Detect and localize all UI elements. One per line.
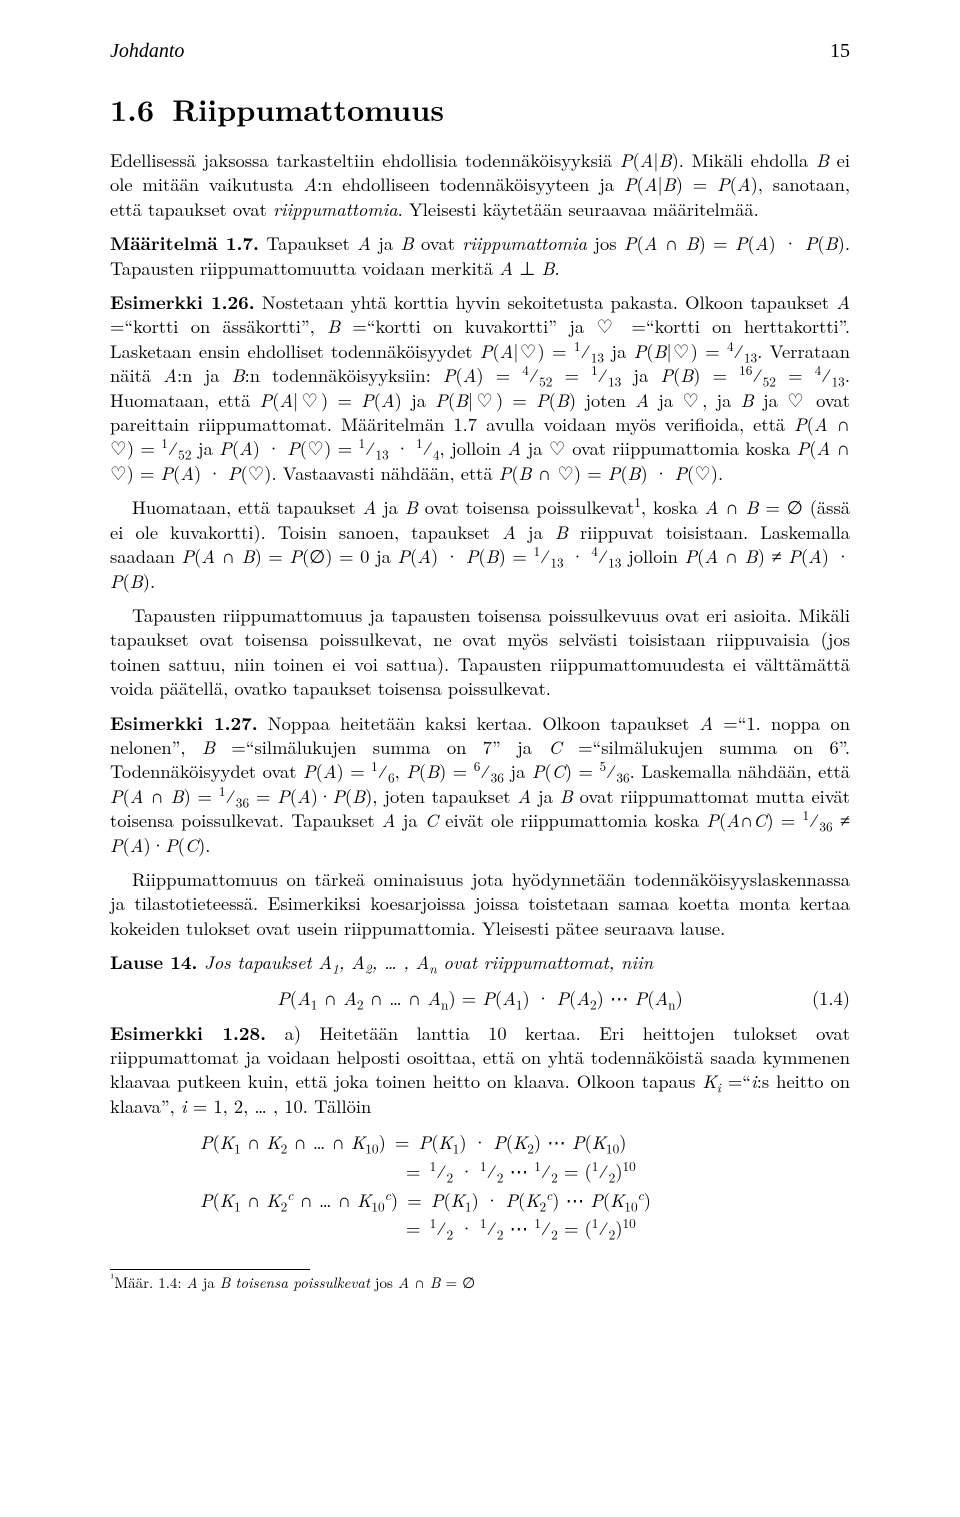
- equation-number: (1.4): [812, 985, 850, 1011]
- footnote-rule: [110, 1269, 310, 1270]
- equation-formula: P(A1 ∩ A2 ∩ … ∩ An) = P(A1) · P(A2) ⋯ P(…: [277, 985, 683, 1011]
- page: Johdanto 15 1.6 Riippumattomuus Edellises…: [0, 0, 960, 1517]
- importance-paragraph: Riippumattomuus on tärkeä ominaisuus jot…: [110, 867, 850, 940]
- example-body-2: Huomataan, että tapaukset A ja B ovat to…: [110, 494, 850, 593]
- eq-row-4: = 1⁄2 · 1⁄2 ⋯ 1⁄2 = (1⁄2)10: [200, 1214, 850, 1243]
- example-head: Esimerkki 1.28.: [110, 1020, 266, 1046]
- example-1-27: Esimerkki 1.27. Noppaa heitetään kaksi k…: [110, 711, 850, 857]
- footnote: ¹Määr. 1.4: A ja B toisensa poissulkevat…: [110, 1273, 850, 1293]
- page-number: 15: [830, 40, 850, 63]
- lause-head: Lause 14.: [110, 949, 197, 975]
- eq-row-1: P(K1 ∩ K2 ∩ … ∩ K10) = P(K1) · P(K2) ⋯ P…: [200, 1128, 850, 1157]
- example-head: Esimerkki 1.26.: [110, 289, 255, 315]
- example-body-1: Nostetaan yhtä korttia hyvin sekoitetust…: [110, 289, 850, 486]
- intro-text: Edellisessä jaksossa tarkasteltiin ehdol…: [110, 147, 850, 222]
- section-title: Riippumattomuus: [172, 87, 444, 130]
- section-number: 1.6: [110, 87, 154, 130]
- intro-paragraph: Edellisessä jaksossa tarkasteltiin ehdol…: [110, 148, 850, 221]
- example-1-28: Esimerkki 1.28. a) Heitetään lanttia 10 …: [110, 1021, 850, 1119]
- section-heading: 1.6 Riippumattomuus: [110, 87, 850, 130]
- definition-head: Määritelmä 1.7.: [110, 230, 259, 256]
- eq-row-2: = 1⁄2 · 1⁄2 ⋯ 1⁄2 = (1⁄2)10: [200, 1157, 850, 1186]
- equation-block: P(K1 ∩ K2 ∩ … ∩ K10) = P(K1) · P(K2) ⋯ P…: [200, 1128, 850, 1243]
- eq-row-3: P(K1 ∩ K2c ∩ … ∩ K10c) = P(K1) · P(K2c) …: [200, 1186, 850, 1215]
- example-1-26-cont: Huomataan, että tapaukset A ja B ovat to…: [110, 495, 850, 593]
- lause-body: Jos tapaukset A1, A2, … , An ovat riippu…: [197, 949, 653, 975]
- lause-14: Lause 14. Jos tapaukset A1, A2, … , An o…: [110, 950, 850, 974]
- equation-1-4: P(A1 ∩ A2 ∩ … ∩ An) = P(A1) · P(A2) ⋯ P(…: [110, 985, 850, 1011]
- running-head: Johdanto 15: [110, 40, 850, 63]
- footnote-text: Määr. 1.4: A ja B toisensa poissulkevat …: [114, 1272, 475, 1293]
- example-1-26: Esimerkki 1.26. Nostetaan yhtä korttia h…: [110, 290, 850, 485]
- mutual-exclusion-paragraph: Tapausten riippumattomuus ja tapausten t…: [110, 603, 850, 701]
- running-title: Johdanto: [110, 40, 184, 63]
- example-head: Esimerkki 1.27.: [110, 710, 258, 736]
- definition-1-7: Määritelmä 1.7. Tapaukset A ja B ovat ri…: [110, 231, 850, 280]
